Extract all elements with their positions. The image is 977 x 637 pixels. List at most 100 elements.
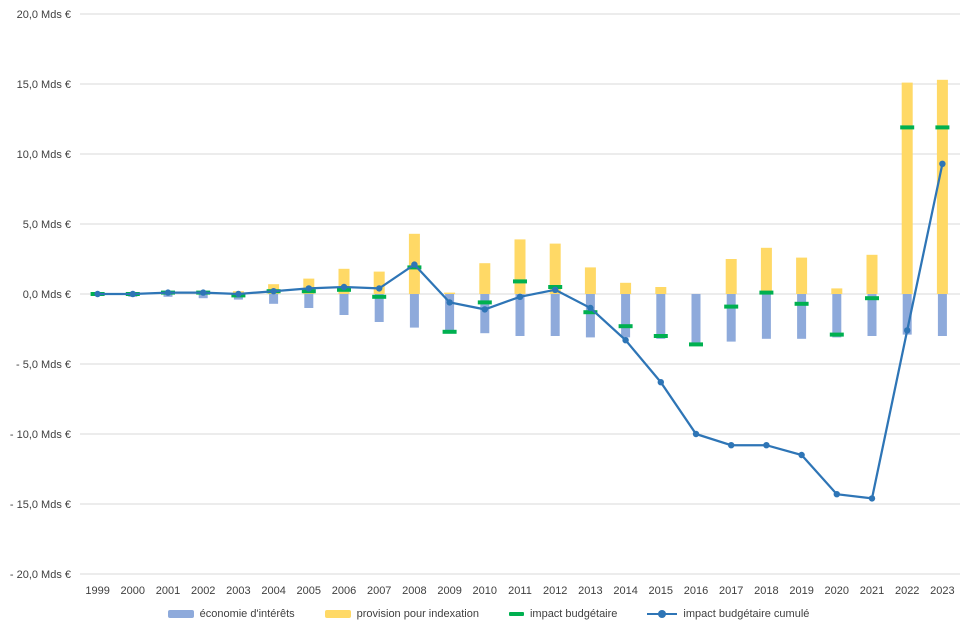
dash-impact-budgetaire xyxy=(689,342,703,347)
marker-impact-budgetaire-cumule xyxy=(657,379,664,386)
dash-impact-budgetaire xyxy=(442,329,457,334)
y-axis-tick-label: - 10,0 Mds € xyxy=(10,429,71,441)
marker-impact-budgetaire-cumule xyxy=(622,337,629,344)
y-axis-tick-label: 10,0 Mds € xyxy=(17,149,71,161)
y-axis-tick-label: 20,0 Mds € xyxy=(17,9,71,21)
legend-label-impact-budgetaire: impact budgétaire xyxy=(529,608,618,620)
bar-provision-indexation xyxy=(866,254,878,294)
bar-economie-interets xyxy=(339,294,349,315)
marker-impact-budgetaire-cumule xyxy=(552,286,559,293)
x-axis-tick-label: 2005 xyxy=(297,585,321,597)
x-axis-tick-label: 2014 xyxy=(613,585,637,597)
x-axis-tick-label: 2006 xyxy=(332,585,356,597)
x-axis-tick-label: 2018 xyxy=(754,585,778,597)
dash-impact-budgetaire xyxy=(372,294,387,299)
bar-economie-interets xyxy=(198,294,208,299)
x-axis-tick-label: 2011 xyxy=(508,585,532,597)
x-axis-tick-label: 2004 xyxy=(261,585,285,597)
dash-impact-budgetaire xyxy=(583,310,598,315)
dash-impact-budgetaire xyxy=(759,290,774,295)
bar-provision-indexation xyxy=(901,82,913,294)
x-axis-tick-label: 2010 xyxy=(473,585,497,597)
marker-impact-budgetaire-cumule xyxy=(200,289,207,296)
bar-economie-interets xyxy=(761,294,771,339)
y-axis-tick-label: 0,0 Mds € xyxy=(23,289,71,301)
legend-item-impact-budgetaire-cumule: impact budgétaire cumulé xyxy=(647,608,809,620)
bar-economie-interets xyxy=(867,294,877,336)
marker-impact-budgetaire-cumule xyxy=(305,285,312,292)
x-axis-tick-label: 2019 xyxy=(789,585,813,597)
dash-impact-budgetaire xyxy=(513,279,527,284)
x-axis-tick-label: 2015 xyxy=(649,585,673,597)
bar-provision-indexation xyxy=(338,268,350,294)
legend-label-impact-budgetaire-cumule: impact budgétaire cumulé xyxy=(683,608,810,620)
dash-impact-budgetaire xyxy=(653,334,668,338)
bar-provision-indexation xyxy=(725,259,737,294)
bar-economie-interets xyxy=(937,294,947,336)
legend-item-impact-budgetaire: impact budgétaire xyxy=(508,608,618,620)
bar-economie-interets xyxy=(480,294,490,334)
y-axis-tick-label: 15,0 Mds € xyxy=(17,79,71,91)
bar-provision-indexation xyxy=(444,292,456,294)
dash-impact-budgetaire xyxy=(477,300,492,305)
x-axis-tick-label: 2017 xyxy=(719,585,743,597)
legend-label-economie-interets: économie d'intérêts xyxy=(199,608,295,620)
x-axis-tick-label: 2022 xyxy=(895,585,919,597)
bar-provision-indexation xyxy=(760,247,772,294)
chart-plot-area: 20,0 Mds € 15,0 Mds € 10,0 Mds € 5,0 Mds € 0… xyxy=(10,9,960,597)
bar-economie-interets xyxy=(269,294,279,304)
legend-swatch-economie-interets xyxy=(167,610,194,618)
dash-impact-budgetaire xyxy=(829,332,844,337)
bar-economie-interets xyxy=(409,294,419,328)
bar-economie-interets xyxy=(902,294,912,335)
y-axis-tick-label: 5,0 Mds € xyxy=(23,219,71,231)
marker-impact-budgetaire-cumule xyxy=(446,299,453,306)
bar-economie-interets xyxy=(691,294,701,345)
x-axis-tick-label: 2001 xyxy=(156,585,180,597)
dash-impact-budgetaire xyxy=(865,296,879,301)
x-axis-tick-label: 2000 xyxy=(121,585,145,597)
marker-impact-budgetaire-cumule xyxy=(516,293,524,300)
x-axis-tick-label: 2007 xyxy=(367,585,391,597)
marker-impact-budgetaire-cumule xyxy=(270,288,277,295)
dash-impact-budgetaire xyxy=(794,301,809,306)
x-axis-tick-label: 2013 xyxy=(578,585,602,597)
bar-provision-indexation xyxy=(655,287,667,294)
bar-provision-indexation xyxy=(514,239,526,294)
dash-impact-budgetaire xyxy=(935,125,950,130)
marker-impact-budgetaire-cumule xyxy=(798,451,805,459)
bar-provision-indexation xyxy=(373,271,385,294)
marker-impact-budgetaire-cumule xyxy=(939,160,946,167)
x-axis-tick-label: 1999 xyxy=(85,585,109,597)
y-axis-tick-label: - 15,0 Mds € xyxy=(10,499,71,511)
bar-economie-interets xyxy=(304,294,314,308)
bar-economie-interets xyxy=(621,294,631,338)
marker-impact-budgetaire-cumule xyxy=(376,285,383,292)
bar-economie-interets xyxy=(515,294,525,336)
legend-item-economie-interets: économie d'intérêts xyxy=(167,608,295,620)
legend-item-provision-indexation: provision pour indexation xyxy=(324,608,479,620)
bar-provision-indexation xyxy=(620,282,632,294)
marker-impact-budgetaire-cumule xyxy=(587,304,594,312)
x-axis-tick-label: 2008 xyxy=(402,585,426,597)
legend-swatch-impact-budgetaire-cumule xyxy=(647,612,678,616)
legend-swatch-provision-indexation xyxy=(324,610,351,618)
dash-impact-budgetaire xyxy=(900,125,915,130)
bar-economie-interets xyxy=(656,294,666,339)
x-axis-tick-label: 2002 xyxy=(191,585,215,597)
marker-impact-budgetaire-cumule xyxy=(164,289,172,296)
marker-impact-budgetaire-cumule xyxy=(728,442,735,449)
bar-provision-indexation xyxy=(936,79,948,294)
marker-impact-budgetaire-cumule xyxy=(94,290,101,298)
marker-impact-budgetaire-cumule xyxy=(833,491,840,498)
bar-provision-indexation xyxy=(584,267,596,294)
legend-swatch-impact-budgetaire xyxy=(508,612,524,616)
x-axis-tick-label: 2012 xyxy=(543,585,567,597)
bar-provision-indexation xyxy=(831,288,843,294)
marker-impact-budgetaire-cumule xyxy=(129,290,136,298)
bar-economie-interets xyxy=(832,294,842,338)
y-axis-tick-label: - 20,0 Mds € xyxy=(10,569,71,581)
marker-impact-budgetaire-cumule xyxy=(411,261,418,268)
bar-economie-interets xyxy=(585,294,595,338)
bar-economie-interets xyxy=(445,294,455,331)
